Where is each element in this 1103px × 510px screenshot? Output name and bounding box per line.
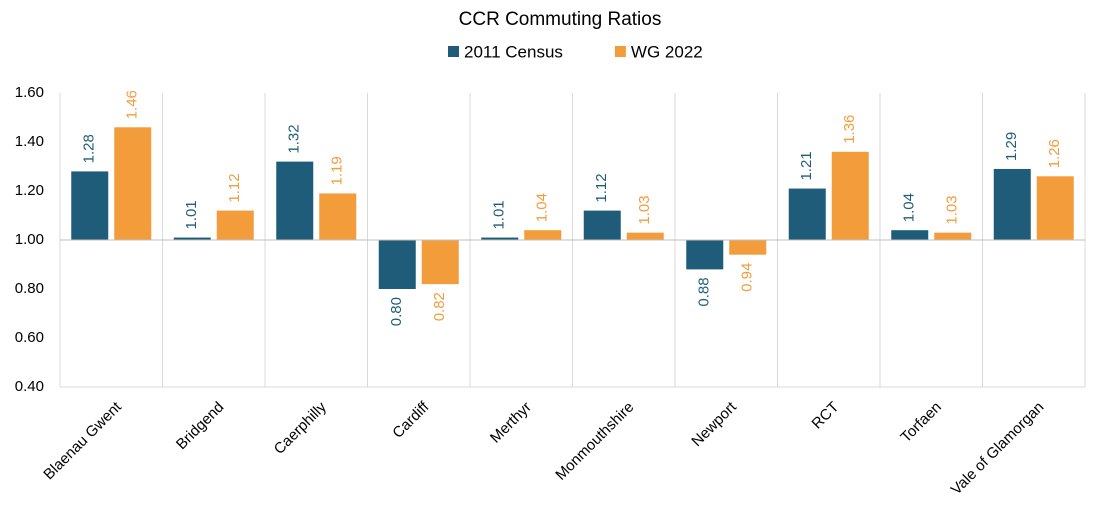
data-label: 1.12 bbox=[226, 173, 243, 202]
bar bbox=[626, 232, 664, 240]
data-label: 1.04 bbox=[901, 193, 918, 222]
data-label: 1.26 bbox=[1046, 139, 1063, 168]
x-tick-label: Caerphilly bbox=[271, 398, 331, 458]
data-label: 0.82 bbox=[431, 292, 448, 321]
y-tick-label: 1.00 bbox=[15, 231, 44, 248]
bar bbox=[686, 240, 724, 270]
y-tick-label: 0.80 bbox=[15, 280, 44, 297]
data-label: 1.29 bbox=[1003, 132, 1020, 161]
bar bbox=[216, 210, 254, 240]
legend-label: WG 2022 bbox=[631, 42, 703, 61]
bar bbox=[891, 230, 929, 240]
y-tick-label: 1.40 bbox=[15, 133, 44, 150]
x-tick-label: RCT bbox=[809, 399, 843, 433]
bar bbox=[71, 171, 109, 240]
data-label: 1.21 bbox=[798, 151, 815, 180]
bar bbox=[1036, 176, 1074, 240]
bar bbox=[831, 151, 869, 240]
bar bbox=[729, 240, 767, 255]
data-label: 1.03 bbox=[636, 195, 653, 224]
bar bbox=[583, 210, 621, 240]
bar bbox=[788, 188, 826, 240]
y-tick-label: 0.60 bbox=[15, 329, 44, 346]
x-tick-label: Bridgend bbox=[173, 399, 227, 453]
bar bbox=[993, 168, 1031, 240]
x-tick-label: Merthyr bbox=[487, 399, 535, 447]
bar bbox=[934, 232, 972, 240]
bar bbox=[421, 240, 459, 285]
bar bbox=[276, 161, 314, 240]
data-label: 1.19 bbox=[329, 156, 346, 185]
x-tick-label: Monmouthshire bbox=[552, 399, 637, 484]
data-label: 1.32 bbox=[286, 124, 303, 153]
bar bbox=[481, 237, 519, 240]
bar bbox=[378, 240, 416, 289]
legend-swatch bbox=[614, 46, 626, 57]
data-label: 1.36 bbox=[841, 115, 858, 144]
bar bbox=[319, 193, 357, 240]
chart-title: CCR Commuting Ratios bbox=[459, 9, 662, 30]
x-tick-label: Torfaen bbox=[897, 399, 944, 446]
data-label: 1.46 bbox=[124, 90, 141, 119]
x-tick-label: Cardiff bbox=[389, 398, 433, 442]
data-label: 1.01 bbox=[491, 200, 508, 229]
bar bbox=[173, 237, 211, 240]
legend-swatch bbox=[448, 46, 459, 57]
data-label: 1.04 bbox=[534, 193, 551, 222]
data-label: 0.94 bbox=[739, 263, 756, 292]
y-tick-label: 0.40 bbox=[15, 378, 44, 395]
bar bbox=[524, 230, 562, 240]
y-tick-label: 1.20 bbox=[15, 182, 44, 199]
data-label: 0.80 bbox=[388, 297, 405, 326]
data-label: 1.12 bbox=[593, 173, 610, 202]
x-tick-label: Vale of Glamorgan bbox=[948, 399, 1048, 499]
data-label: 1.03 bbox=[944, 195, 961, 224]
x-tick-label: Newport bbox=[688, 398, 740, 450]
y-tick-label: 1.60 bbox=[15, 84, 44, 101]
data-label: 0.88 bbox=[696, 277, 713, 306]
data-label: 1.01 bbox=[183, 200, 200, 229]
bar bbox=[114, 127, 152, 240]
data-label: 1.28 bbox=[81, 134, 98, 163]
legend-label: 2011 Census bbox=[464, 42, 563, 61]
x-tick-label: Blaenau Gwent bbox=[40, 398, 125, 483]
